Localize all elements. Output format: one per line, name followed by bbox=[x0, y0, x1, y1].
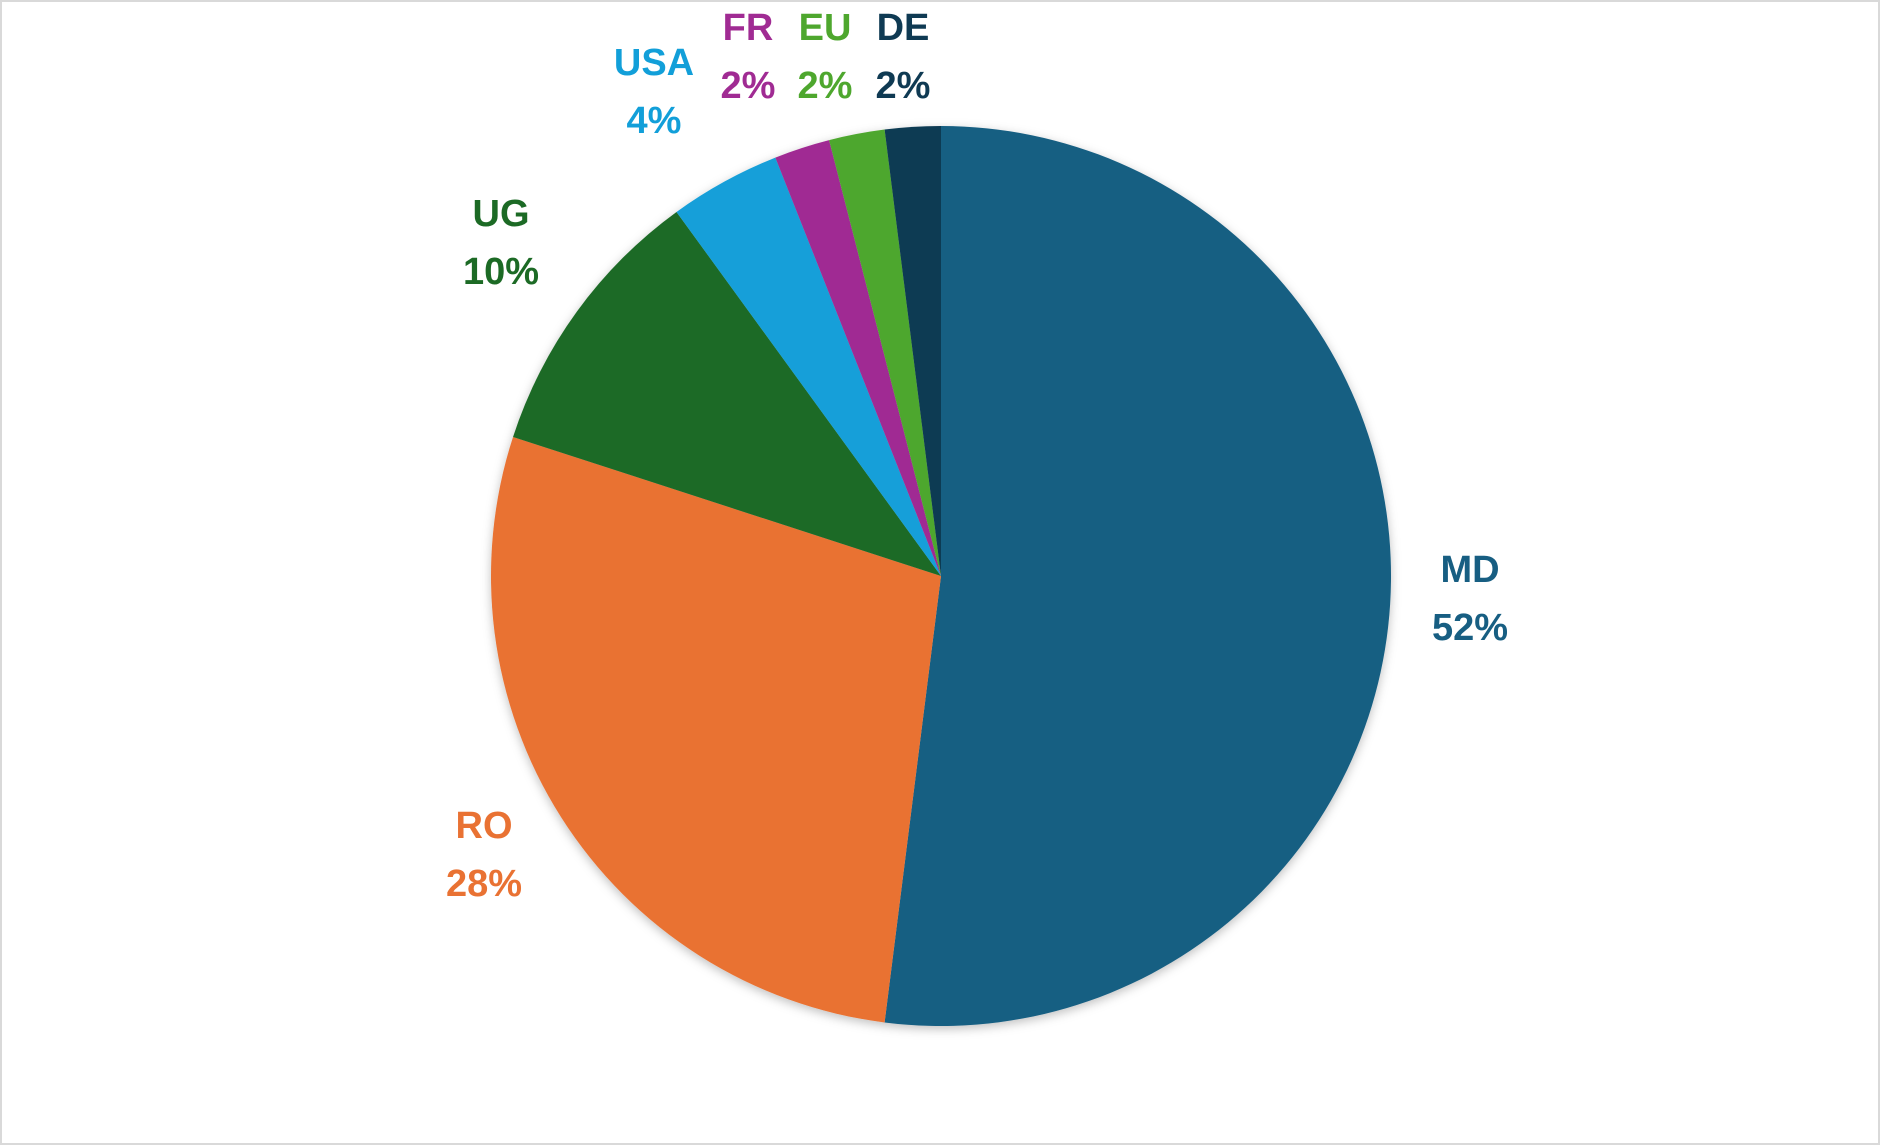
pie-slice-md bbox=[884, 126, 1392, 1026]
slice-value-label-usa: 4% bbox=[627, 100, 682, 142]
pie-slice-fr bbox=[775, 140, 941, 576]
slice-value-label-de: 2% bbox=[876, 65, 931, 107]
slice-category-label-usa: USA bbox=[614, 42, 694, 84]
pie-slice-ro bbox=[490, 436, 941, 1023]
pie-slice-eu bbox=[829, 129, 941, 577]
pie-slices bbox=[490, 126, 1392, 1026]
pie-slice-ug bbox=[513, 211, 941, 576]
slice-category-label-de: DE bbox=[877, 7, 930, 49]
slice-category-label-fr: FR bbox=[723, 7, 774, 49]
slice-category-label-ug: UG bbox=[473, 193, 530, 235]
pie-labels: MD 52% RO 28% UG 10% USA 4% FR 2% EU 2% DE 2% bbox=[446, 7, 1508, 905]
slice-category-label-eu: EU bbox=[799, 7, 852, 49]
pie-slice-usa bbox=[676, 157, 941, 576]
pie-slice-de bbox=[884, 126, 941, 576]
slice-value-label-eu: 2% bbox=[798, 65, 853, 107]
slice-category-label-md: MD bbox=[1440, 549, 1499, 591]
slice-value-label-fr: 2% bbox=[721, 65, 776, 107]
slice-value-label-ug: 10% bbox=[463, 251, 539, 293]
slice-value-label-ro: 28% bbox=[446, 863, 522, 905]
slice-category-label-ro: RO bbox=[456, 805, 513, 847]
slice-value-label-md: 52% bbox=[1432, 607, 1508, 649]
